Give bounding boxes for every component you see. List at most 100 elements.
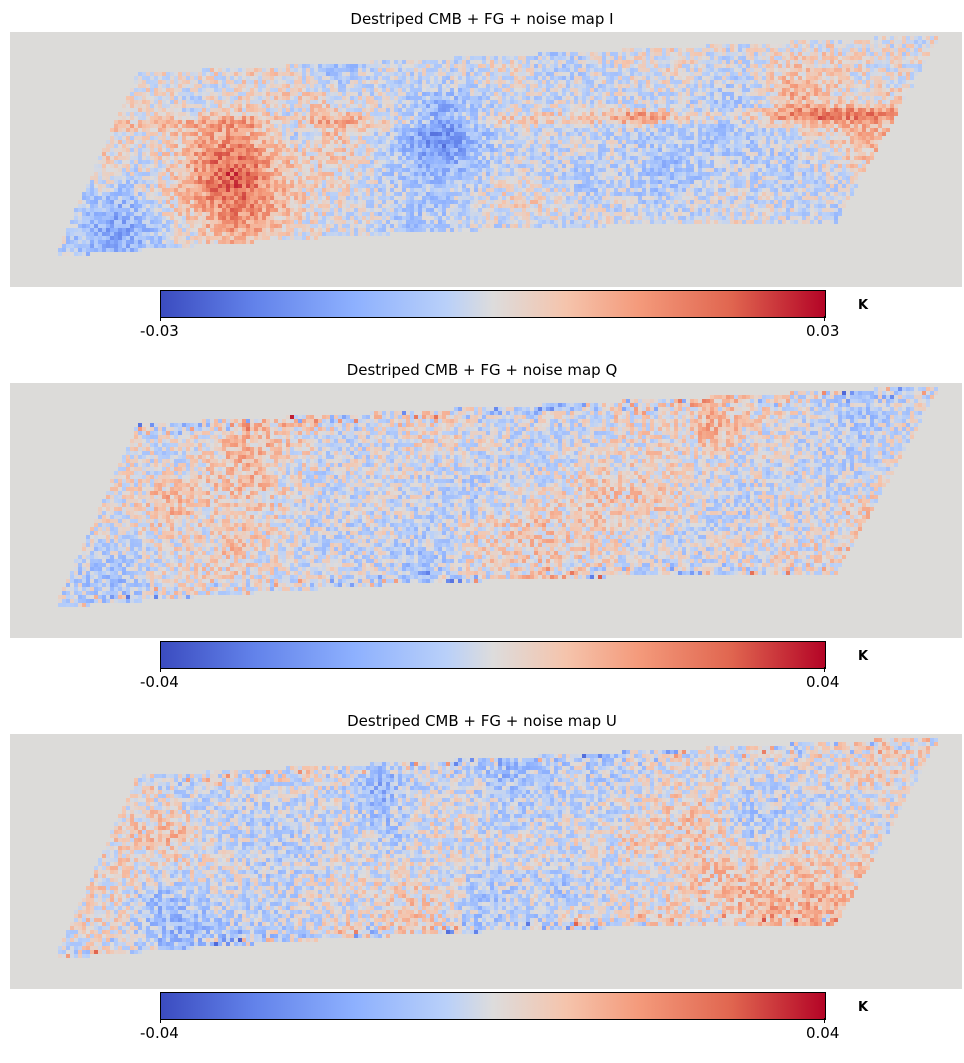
map-pixel (722, 64, 726, 68)
map-pixel (606, 136, 610, 140)
map-pixel (370, 72, 374, 76)
map-pixel (610, 148, 614, 152)
map-pixel (726, 72, 730, 76)
map-pixel (722, 48, 726, 52)
map-pixel (418, 60, 422, 64)
map-pixel (394, 64, 398, 68)
map-pixel (522, 128, 526, 132)
map-pixel (658, 96, 662, 100)
map-pixel (746, 76, 750, 80)
map-pixel (554, 132, 558, 136)
map-pixel (414, 152, 418, 156)
map-pixel (782, 144, 786, 148)
map-pixel (786, 52, 790, 56)
map-pixel (402, 128, 406, 132)
map-pixel (822, 56, 826, 60)
map-pixel (810, 132, 814, 136)
map-pixel (294, 132, 298, 136)
map-pixel (286, 120, 290, 124)
map-pixel (582, 84, 586, 88)
map-pixel (466, 144, 470, 148)
map-pixel (398, 64, 402, 68)
map-pixel (806, 48, 810, 52)
map-pixel (834, 100, 838, 104)
map-pixel (862, 84, 866, 88)
map-pixel (362, 80, 366, 84)
map-pixel (530, 144, 534, 148)
map-pixel (202, 148, 206, 152)
map-pixel (790, 124, 794, 128)
map-pixel (394, 68, 398, 72)
map-pixel (550, 92, 554, 96)
map-pixel (466, 56, 470, 60)
map-pixel (910, 68, 914, 72)
map-pixel (814, 136, 818, 140)
map-pixel (826, 48, 830, 52)
map-pixel (702, 116, 706, 120)
map-pixel (870, 152, 874, 156)
map-pixel (514, 128, 518, 132)
map-pixel (862, 56, 866, 60)
map-pixel (634, 116, 638, 120)
map-pixel (218, 152, 222, 156)
map-pixel (842, 72, 846, 76)
map-pixel (902, 52, 906, 56)
map-pixel (130, 124, 134, 128)
map-pixel (290, 88, 294, 92)
map-pixel (554, 144, 558, 148)
map-pixel (850, 104, 854, 108)
map-pixel (718, 48, 722, 52)
map-pixel (162, 84, 166, 88)
map-pixel (702, 92, 706, 96)
map-pixel (154, 80, 158, 84)
map-pixel (790, 128, 794, 132)
map-pixel (426, 132, 430, 136)
map-pixel (382, 128, 386, 132)
map-pixel (154, 144, 158, 148)
map-pixel (794, 104, 798, 108)
map-pixel (558, 96, 562, 100)
map-pixel (722, 56, 726, 60)
map-pixel (294, 148, 298, 152)
map-pixel (418, 144, 422, 148)
map-pixel (830, 108, 834, 112)
map-pixel (802, 96, 806, 100)
map-pixel (258, 68, 262, 72)
map-pixel (246, 116, 250, 120)
map-pixel (582, 96, 586, 100)
map-pixel (694, 148, 698, 152)
map-pixel (238, 96, 242, 100)
map-pixel (526, 124, 530, 128)
map-pixel (158, 100, 162, 104)
map-pixel (778, 132, 782, 136)
map-pixel (890, 104, 894, 108)
map-pixel (378, 92, 382, 96)
map-pixel (674, 124, 678, 128)
map-pixel (266, 72, 270, 76)
map-pixel (266, 92, 270, 96)
map-pixel (218, 124, 222, 128)
map-pixel (510, 80, 514, 84)
map-pixel (586, 52, 590, 56)
map-pixel (522, 80, 526, 84)
map-pixel (834, 64, 838, 68)
map-pixel (842, 64, 846, 68)
map-pixel (294, 112, 298, 116)
map-pixel (650, 152, 654, 156)
map-pixel (818, 112, 822, 116)
map-pixel (554, 68, 558, 72)
map-pixel (682, 120, 686, 124)
map-pixel (710, 76, 714, 80)
map-pixel (598, 56, 602, 60)
map-pixel (142, 96, 146, 100)
map-pixel (506, 108, 510, 112)
map-pixel (246, 92, 250, 96)
map-pixel (830, 148, 834, 152)
map-pixel (154, 108, 158, 112)
map-pixel (646, 120, 650, 124)
map-pixel (686, 132, 690, 136)
map-pixel (574, 88, 578, 92)
map-pixel (870, 120, 874, 124)
map-pixel (522, 136, 526, 140)
map-pixel (518, 76, 522, 80)
